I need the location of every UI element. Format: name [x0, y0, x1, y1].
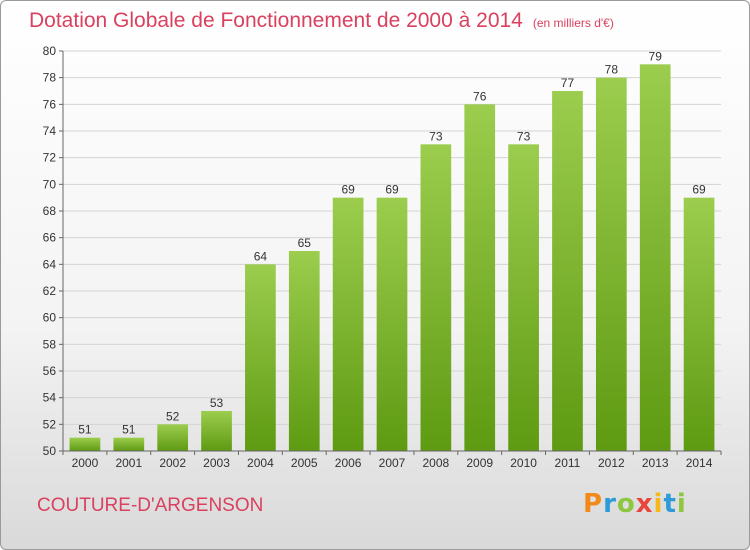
- x-tick-label-2005: 2005: [291, 456, 318, 470]
- commune-name: COUTURE-D'ARGENSON: [37, 495, 264, 516]
- bar-2002: [157, 424, 189, 451]
- bar-2005: [288, 251, 320, 451]
- data-label-2012: 78: [605, 63, 619, 77]
- bar-2008: [420, 144, 452, 452]
- bar-2006: [332, 197, 364, 451]
- x-tick-label-2007: 2007: [379, 456, 406, 470]
- x-tick-label-2013: 2013: [642, 456, 669, 470]
- bars: [69, 64, 715, 452]
- bar-2003: [201, 411, 232, 451]
- bar-2004: [245, 264, 276, 451]
- data-label-2004: 64: [254, 249, 268, 263]
- bar-2012: [595, 77, 627, 452]
- data-label-2009: 76: [473, 89, 487, 103]
- bar-2001: [113, 437, 145, 451]
- x-tick-label-2003: 2003: [203, 456, 230, 470]
- x-tick-label-2006: 2006: [335, 456, 362, 470]
- y-tick-label: 54: [43, 391, 57, 405]
- y-tick-label: 50: [43, 444, 57, 458]
- data-label-2011: 77: [561, 76, 575, 90]
- y-tick-label: 70: [43, 177, 57, 191]
- y-tick-label: 74: [43, 124, 57, 138]
- y-tick-label: 52: [43, 417, 57, 431]
- y-tick-label: 68: [43, 204, 57, 218]
- x-tick-label-2001: 2001: [115, 456, 142, 470]
- chart-subtitle: (en milliers d'€): [532, 16, 614, 30]
- y-tick-label: 64: [43, 257, 57, 271]
- y-tick-label: 60: [43, 311, 57, 325]
- bar-2007: [376, 197, 408, 451]
- y-axis: 50 52 54 56 58 60 62 64 66 68 70 72 74 76 78 80: [43, 44, 64, 458]
- bar-2011: [552, 91, 583, 451]
- bar-2013: [639, 64, 671, 452]
- y-tick-label: 56: [43, 364, 57, 378]
- y-tick-label: 66: [43, 231, 57, 245]
- data-label-2014: 69: [692, 183, 706, 197]
- y-tick-label: 78: [43, 71, 57, 85]
- chart-title: Dotation Globale de Fonctionnement de 20…: [29, 9, 614, 33]
- y-tick-label: 80: [43, 44, 57, 58]
- data-label-2001: 51: [122, 423, 136, 437]
- x-tick-label-2014: 2014: [686, 456, 713, 470]
- bar-2014: [683, 197, 715, 451]
- x-tick-label-2004: 2004: [247, 456, 274, 470]
- x-tick-label-2012: 2012: [598, 456, 625, 470]
- y-tick-label: 62: [43, 284, 57, 298]
- bar-2000: [69, 437, 101, 451]
- x-tick-label-2011: 2011: [555, 456, 581, 470]
- y-tick-label: 72: [43, 151, 57, 165]
- x-tick-label-2010: 2010: [510, 456, 537, 470]
- bar-2010: [508, 144, 539, 452]
- y-tick-label: 76: [43, 97, 57, 111]
- data-label-2013: 79: [649, 49, 663, 63]
- x-tick-label-2009: 2009: [466, 456, 493, 470]
- data-label-2007: 69: [385, 183, 399, 197]
- bar-2009: [464, 104, 496, 451]
- y-tick-label: 58: [43, 337, 57, 351]
- x-tick-label-2008: 2008: [423, 456, 450, 470]
- data-label-2006: 69: [341, 183, 355, 197]
- data-label-2000: 51: [78, 423, 92, 437]
- data-label-2005: 65: [298, 236, 312, 250]
- chart-title-text: Dotation Globale de Fonctionnement de 20…: [29, 9, 523, 32]
- proxiti-logo[interactable]: Proxiti: [583, 489, 687, 519]
- data-label-2008: 73: [429, 129, 443, 143]
- data-label-2010: 73: [517, 129, 531, 143]
- x-tick-label-2002: 2002: [159, 456, 186, 470]
- x-axis: 2000 2001 2002 2003 2004 2005 2006 2007 2008 2009…: [62, 450, 722, 470]
- data-label-2003: 53: [210, 396, 224, 410]
- data-label-2002: 52: [166, 409, 180, 423]
- x-tick-label-2000: 2000: [72, 456, 99, 470]
- data-labels: 51 51 52 53 64 65 69 69 73 76 73 77 78 79 69: [78, 49, 706, 436]
